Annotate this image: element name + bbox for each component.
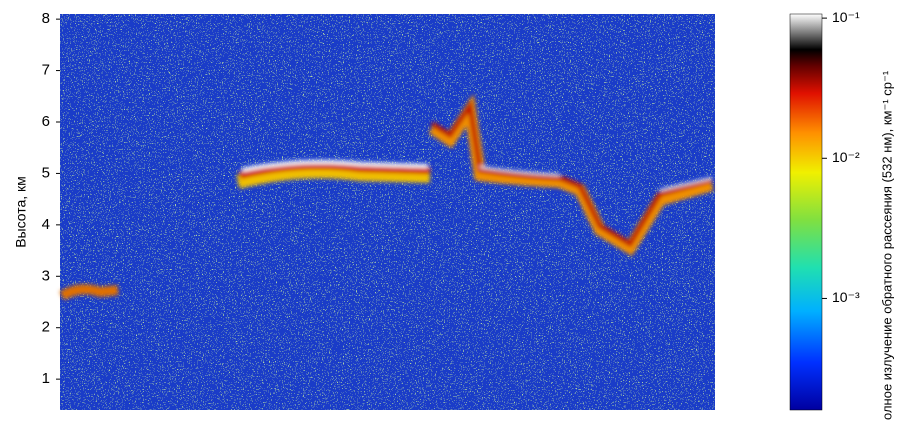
y-axis-label: Высота, км (13, 176, 29, 248)
y-tick-label: 5 (42, 164, 50, 181)
y-tick-label: 6 (42, 113, 50, 130)
colorbar-label: олное излучение обратного рассеяния (532… (879, 70, 894, 420)
y-tick-label: 8 (42, 10, 50, 27)
colorbar-tick-label: 10⁻¹ (832, 9, 860, 25)
chart: Высота, км олное излучение обратного рас… (0, 0, 903, 423)
colorbar-tick-label: 10⁻² (832, 149, 860, 165)
plot-area (60, 14, 715, 410)
y-tick-label: 4 (42, 216, 50, 233)
y-tick-label: 1 (42, 370, 50, 387)
colorbar (790, 14, 822, 410)
y-tick-label: 7 (42, 62, 50, 79)
y-tick-label: 3 (42, 267, 50, 284)
colorbar-tick-label: 10⁻³ (832, 289, 860, 305)
noise (60, 14, 715, 410)
y-tick-label: 2 (42, 319, 50, 336)
